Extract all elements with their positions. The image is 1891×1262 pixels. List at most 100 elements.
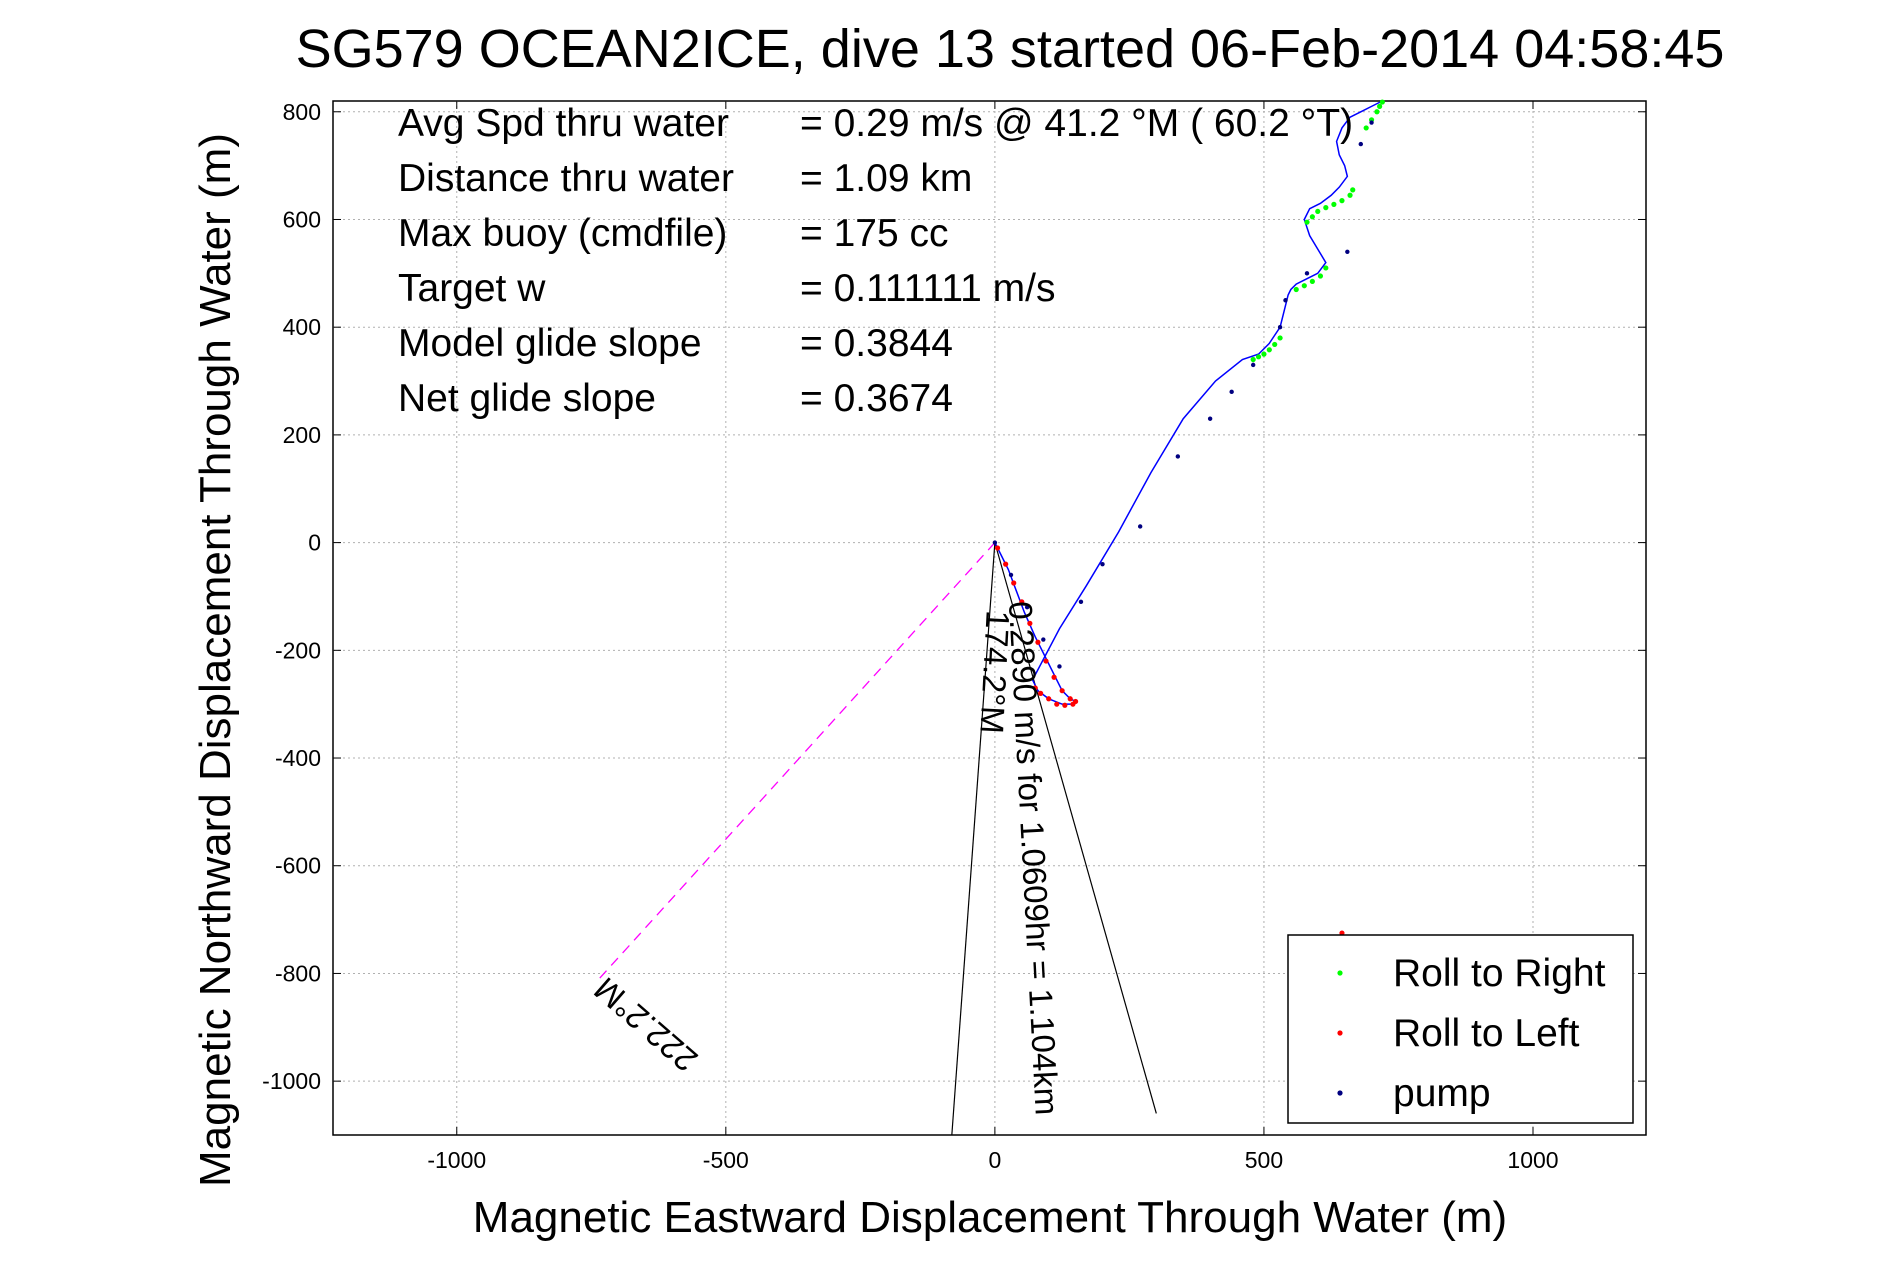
roll-to-left-point [1067, 696, 1073, 702]
roll-to-left-point [1038, 690, 1044, 696]
roll-to-left-point [1051, 674, 1057, 680]
pump-point [1137, 524, 1143, 529]
roll-to-left-point [994, 545, 1001, 551]
legend-marker [1337, 970, 1343, 976]
stat-value: = 0.29 m/s @ 41.2 °M ( 60.2 °T) [800, 102, 1353, 145]
pump-point [1358, 141, 1363, 147]
roll-to-left-point [1062, 702, 1068, 708]
pump-point [1369, 120, 1374, 125]
roll-to-right-point [1347, 192, 1353, 198]
current-vector-line [994, 542, 1157, 1114]
stat-label: Net glide slope [398, 377, 656, 420]
roll-to-right-point [1255, 354, 1262, 360]
y-tick-label: 800 [283, 99, 321, 125]
grid-lines [333, 101, 1646, 1135]
roll-to-right-point [1377, 103, 1383, 109]
roll-to-right-point [1379, 99, 1385, 105]
roll-to-right-point [1309, 278, 1315, 285]
roll-to-right-point [1331, 201, 1337, 207]
roll-to-left-point [1003, 561, 1009, 567]
roll-to-left-point [1027, 620, 1033, 626]
roll-to-right-point [1309, 214, 1315, 220]
roll-to-right-point [1266, 347, 1272, 353]
pump-point [1345, 249, 1350, 254]
pump-point [1024, 605, 1030, 610]
y-tick-label: -600 [275, 853, 321, 879]
legend-marker [1337, 1090, 1343, 1096]
pump-point [992, 540, 998, 545]
roll-to-right-point [1323, 205, 1329, 211]
bearing-line-174 [951, 542, 996, 1136]
pump-point [1008, 572, 1014, 578]
roll-to-right-point [1323, 265, 1329, 271]
legend-label: pump [1393, 1072, 1491, 1115]
roll-to-right-point [1374, 109, 1380, 115]
stat-label: Target w [398, 267, 546, 310]
roll-to-left-point [1019, 599, 1025, 605]
stat-label: Avg Spd thru water [398, 102, 729, 145]
roll-to-left-point [1059, 688, 1065, 694]
pump-point [1078, 599, 1084, 605]
roll-to-right-point [1339, 198, 1345, 204]
x-tick-label: -500 [703, 1147, 749, 1173]
heading-reference-lines [596, 542, 1157, 1136]
heading-line-222 [596, 542, 996, 982]
legend-box [1287, 934, 1634, 1124]
roll-to-left-point [1032, 685, 1038, 691]
y-tick-label: 600 [283, 206, 321, 232]
y-tick-label: -200 [275, 637, 321, 663]
stat-value: = 1.09 km [800, 157, 972, 200]
roll-to-right-point [1304, 219, 1310, 225]
roll-to-right-point [1363, 125, 1369, 131]
legend: Roll to Right Roll to Left pump [1287, 934, 1634, 1124]
y-axis-ticks: 800 600 400 200 0 -200 -400 -600 -800 -1000 [262, 99, 1646, 1094]
roll-to-left-point [1043, 658, 1049, 664]
pump-point [1250, 362, 1256, 368]
x-tick-label: 1000 [1507, 1147, 1558, 1173]
legend-marker [1337, 1030, 1343, 1036]
pump-point [1175, 454, 1181, 459]
stat-label: Max buoy (cmdfile) [398, 212, 727, 255]
y-tick-label: 400 [283, 314, 321, 340]
pump-point [1041, 637, 1046, 642]
pump-point [1100, 561, 1105, 567]
x-tick-label: 0 [988, 1147, 1001, 1173]
x-tick-label: -1000 [427, 1147, 486, 1173]
roll-to-right-point [1272, 341, 1278, 348]
stat-value: = 0.3844 [800, 322, 953, 365]
roll-to-left-point [1046, 696, 1052, 702]
x-axis-label: Magnetic Eastward Displacement Through W… [473, 1193, 1507, 1242]
bearing-angle-label: 174.2°M [973, 610, 1016, 735]
chart-title: SG579 OCEAN2ICE, dive 13 started 06-Feb-… [296, 19, 1725, 79]
dive-statistics: Avg Spd thru water = 0.29 m/s @ 41.2 °M (… [398, 102, 1353, 420]
y-tick-label: 0 [308, 530, 321, 556]
roll-to-right-point [1317, 273, 1324, 279]
roll-to-right-point [1277, 335, 1283, 341]
roll-to-left-point [1070, 701, 1076, 707]
y-tick-label: -1000 [262, 1068, 321, 1094]
roll-to-right-point [1293, 286, 1299, 293]
roll-to-left-point [1011, 580, 1017, 586]
roll-to-left-point [1054, 701, 1060, 707]
roll-to-right-point [1315, 208, 1321, 215]
pump-point [1283, 298, 1288, 303]
y-tick-label: -400 [275, 745, 321, 771]
legend-label: Roll to Left [1393, 1012, 1580, 1055]
stat-value: = 0.111111 m/s [800, 267, 1055, 310]
y-tick-label: 200 [283, 422, 321, 448]
stat-value: = 175 cc [800, 212, 949, 255]
roll-to-right-point [1261, 351, 1267, 357]
y-tick-label: -800 [275, 960, 321, 986]
pump-point [1229, 389, 1234, 395]
pump-point [1207, 416, 1213, 421]
stat-label: Distance thru water [398, 157, 734, 200]
marker-series [992, 99, 1385, 958]
x-axis-ticks: -1000 -500 0 500 1000 [427, 101, 1559, 1173]
roll-to-right-point [1301, 283, 1307, 289]
stat-value: = 0.3674 [800, 377, 953, 420]
pump-point [1057, 664, 1062, 669]
x-tick-label: 500 [1245, 1147, 1283, 1173]
roll-to-right-point [1350, 187, 1356, 193]
pump-point [1277, 324, 1283, 330]
